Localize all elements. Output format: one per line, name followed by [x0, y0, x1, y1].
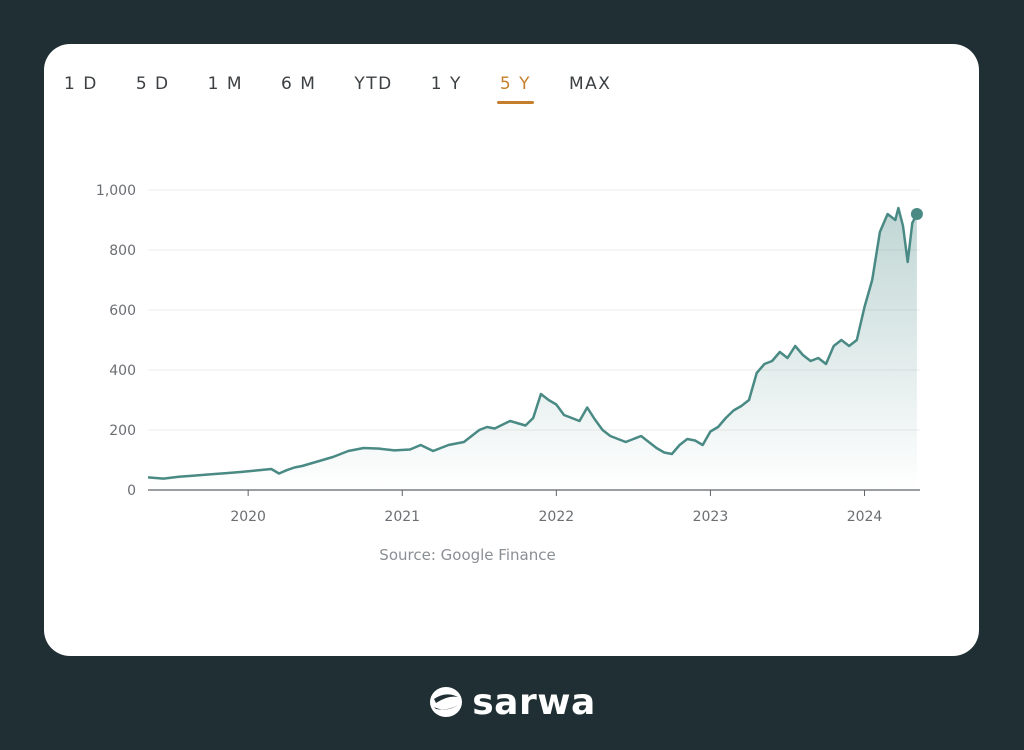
range-tab-1y[interactable]: 1 Y	[430, 74, 462, 94]
series-line	[147, 206, 919, 480]
y-tick-label: 0	[127, 483, 136, 499]
range-tab-1d[interactable]: 1 D	[64, 74, 98, 94]
chart-card	[44, 44, 979, 656]
x-tick-label: 2023	[693, 509, 729, 525]
x-tick-label: 2020	[230, 509, 266, 525]
x-tick-label: 2022	[539, 509, 575, 525]
latest-point-marker[interactable]	[910, 208, 923, 220]
range-tab-1m[interactable]: 1 M	[207, 74, 244, 94]
brand-name: sarwa	[472, 681, 596, 723]
y-tick-label: 1,000	[96, 183, 136, 199]
y-tick-label: 800	[109, 243, 136, 259]
brand-logo: sarwa	[0, 680, 1024, 724]
y-tick-label: 600	[109, 303, 136, 319]
range-selector: 1 D 5 D 1 M 6 M YTD 1 Y 5 Y MAX	[64, 74, 649, 104]
y-tick-label: 200	[109, 423, 136, 439]
sarwa-logo-icon	[430, 687, 463, 717]
source-caption: Source: Google Finance	[379, 546, 556, 564]
range-tab-max[interactable]: MAX	[568, 74, 612, 94]
range-tab-ytd[interactable]: YTD	[354, 74, 393, 94]
range-tab-6m[interactable]: 6 M	[281, 74, 317, 94]
x-tick-label: 2024	[847, 509, 883, 525]
price-chart: 0 200 400 600 800 1,000 2020 2021 2022 2023 2024	[96, 183, 923, 525]
range-tab-5y[interactable]: 5 Y	[496, 74, 535, 104]
y-tick-label: 400	[109, 363, 136, 379]
range-tab-5d[interactable]: 5 D	[135, 74, 170, 94]
x-tick-label: 2021	[384, 509, 420, 525]
